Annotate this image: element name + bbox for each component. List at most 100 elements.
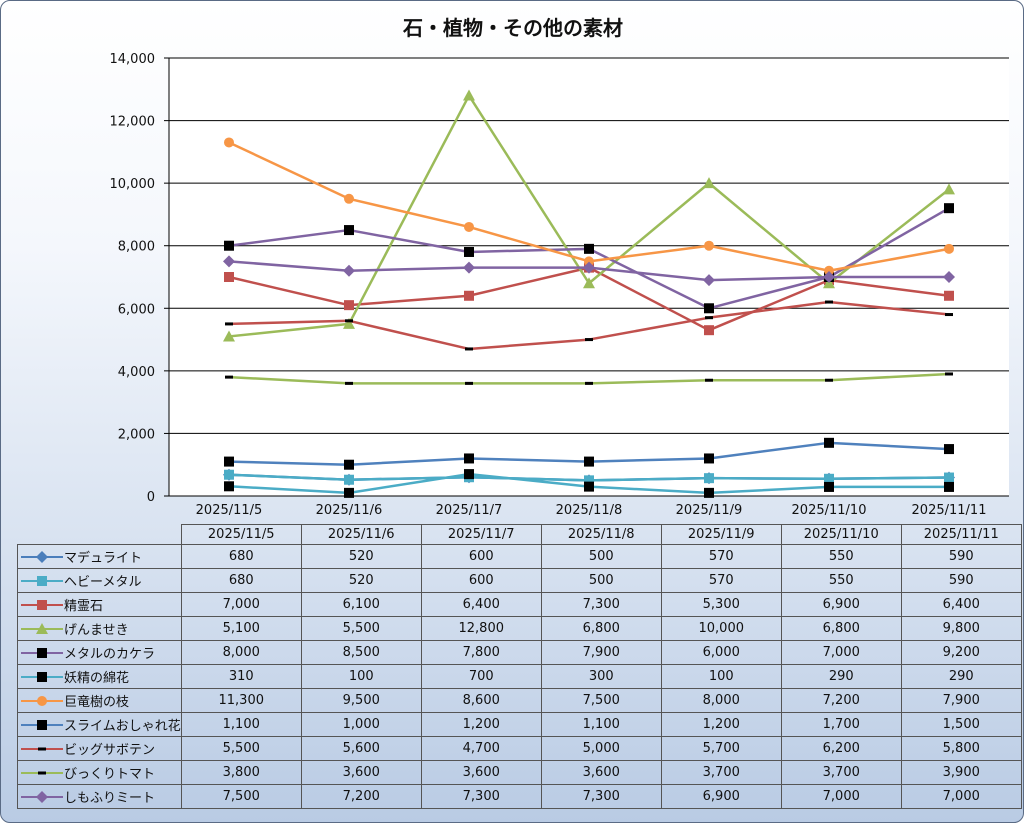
legend-key-marker: [37, 647, 47, 658]
table-row: ビッグサボテン 5,500 5,600 4,700 5,000 5,700 6,200 5,8…: [17, 736, 1022, 761]
data-point-s11-6: [823, 271, 835, 283]
table-row: しもふりミート 7,500 7,200 7,300 7,300 6,900 7,000 7,0…: [17, 784, 1022, 809]
table-row: マデュライト 680 520 600 500 570 550 590: [17, 544, 1022, 569]
table-header-2025-11-10: 2025/11/10: [780, 524, 902, 545]
data-point-s2-1: [224, 469, 234, 480]
data-point-s8-4: [584, 456, 594, 467]
data-point-s5-2: [344, 225, 354, 236]
table-cell: 9,200: [900, 640, 1022, 665]
data-point-s7-2: [344, 193, 354, 204]
table-cell: 5,500: [300, 616, 422, 641]
table-header-2025-11-7: 2025/11/7: [420, 524, 542, 545]
table-row: 精霊石 7,000 6,100 6,400 7,300 5,300 6,900 6,400: [17, 592, 1022, 617]
data-point-s3-3: [464, 290, 474, 301]
legend-key: [21, 695, 63, 706]
table-cell: 7,000: [780, 784, 902, 809]
data-point-s10-4: [585, 381, 593, 385]
table-row: びっくりトマト 3,800 3,600 3,600 3,600 3,700 3,700 3,9…: [17, 760, 1022, 785]
x-tick-label-2025-11-9: 2025/11/9: [676, 503, 743, 518]
series-label-10: びっくりトマト: [17, 760, 182, 785]
chart-title: 石・植物・その他の素材: [403, 16, 623, 40]
table-cell: 1,000: [300, 712, 422, 737]
data-point-s2-5: [704, 473, 714, 484]
data-point-s5-1: [224, 240, 234, 251]
legend-key: [21, 771, 63, 774]
series-label-1: マデュライト: [17, 544, 182, 569]
data-point-s8-1: [224, 456, 234, 467]
table-cell: 600: [420, 544, 542, 569]
table-cell: 550: [780, 544, 902, 569]
table-cell: 6,200: [780, 736, 902, 761]
series-name: 妖精の綿花: [64, 671, 130, 686]
series-label-6: 妖精の綿花: [17, 664, 182, 689]
plot-area: 0 2,000 4,000 6,000 8,000 10,000 12,000 14,000 2…: [110, 52, 1009, 518]
data-point-s6-7: [944, 481, 954, 492]
table-cell: 9,500: [300, 688, 422, 713]
table-cell: 1,200: [660, 712, 782, 737]
data-point-s5-4: [584, 243, 594, 254]
table-cell: 6,800: [780, 616, 902, 641]
data-point-s11-2: [343, 264, 355, 277]
series-name: ビッグサボテン: [64, 743, 156, 758]
legend-key: [21, 599, 63, 610]
data-point-s9-6: [825, 300, 833, 304]
data-point-s3-1: [224, 272, 234, 282]
x-tick-label-2025-11-6: 2025/11/6: [316, 503, 383, 518]
series-name: メタルのカケラ: [64, 647, 156, 662]
data-point-s6-5: [704, 487, 714, 498]
data-point-s10-1: [225, 375, 233, 379]
y-tick-label: 0: [147, 490, 155, 505]
legend-key: [21, 671, 63, 682]
legend-key: [21, 622, 63, 634]
table-cell: 7,200: [300, 784, 422, 809]
x-tick-label-2025-11-7: 2025/11/7: [436, 503, 503, 518]
data-point-s4-7: [943, 183, 955, 195]
legend-key-marker: [36, 622, 48, 634]
table-cell: 5,600: [300, 736, 422, 761]
table-cell: 3,600: [300, 760, 422, 785]
table-row: スライムおしゃれ花 1,100 1,000 1,200 1,100 1,200 1,700 1…: [17, 712, 1022, 737]
data-point-s8-7: [944, 444, 954, 455]
x-tick-label-2025-11-8: 2025/11/8: [556, 503, 623, 518]
table-header-2025-11-6: 2025/11/6: [300, 524, 422, 545]
table-cell: 3,800: [180, 760, 302, 785]
legend-key-marker: [37, 695, 47, 706]
table-cell: 7,000: [780, 640, 902, 665]
data-point-s8-3: [464, 453, 474, 464]
data-point-s3-2: [344, 300, 354, 311]
data-point-s10-6: [825, 378, 833, 382]
legend-key-marker: [38, 771, 46, 774]
table-cell: 300: [540, 664, 662, 689]
data-point-s5-5: [704, 303, 714, 314]
table-cell: 500: [540, 544, 662, 569]
table-cell: 6,800: [540, 616, 662, 641]
series-label-9: ビッグサボテン: [17, 736, 182, 761]
series-label-4: げんませき: [17, 616, 182, 641]
table-cell: 7,900: [900, 688, 1022, 713]
series-name: 巨竜樹の枝: [64, 695, 130, 710]
table-cell: 8,500: [300, 640, 422, 665]
table-cell: 6,900: [780, 592, 902, 617]
table-cell: 4,700: [420, 736, 542, 761]
data-point-s11-4: [583, 261, 595, 274]
table-cell: 7,300: [420, 784, 542, 809]
data-point-s7-4: [584, 256, 594, 267]
data-point-s10-2: [345, 381, 353, 385]
data-point-s11-5: [703, 274, 715, 287]
table-cell: 10,000: [660, 616, 782, 641]
table-cell: 700: [420, 664, 542, 689]
y-tick-label: 10,000: [110, 177, 156, 192]
data-point-s2-2: [344, 474, 354, 485]
table-cell: 7,300: [540, 592, 662, 617]
series-label-11: しもふりミート: [17, 784, 182, 809]
series-name: しもふりミート: [64, 791, 156, 806]
table-cell: 3,600: [420, 760, 542, 785]
data-point-s7-7: [944, 243, 954, 254]
series-label-7: 巨竜樹の枝: [17, 688, 182, 713]
legend-key: [21, 647, 63, 658]
table-row: ヘビーメタル 680 520 600 500 570 550 590: [17, 568, 1022, 593]
data-point-s5-3: [464, 246, 474, 257]
series-label-8: スライムおしゃれ花: [17, 712, 182, 737]
data-point-s6-3: [464, 469, 474, 480]
